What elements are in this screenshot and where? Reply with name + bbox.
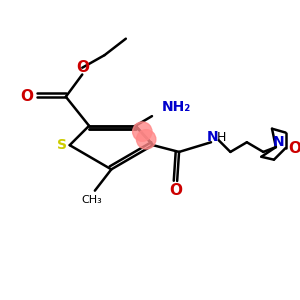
Text: O: O: [170, 183, 183, 198]
Text: O: O: [77, 60, 90, 75]
Text: N: N: [207, 130, 219, 144]
Circle shape: [133, 122, 152, 141]
Text: S: S: [57, 138, 67, 152]
Text: N: N: [273, 135, 285, 149]
Text: O: O: [289, 141, 300, 156]
Text: O: O: [21, 89, 34, 104]
Text: NH₂: NH₂: [162, 100, 191, 114]
Text: H: H: [217, 131, 226, 144]
Circle shape: [136, 130, 156, 149]
Text: CH₃: CH₃: [82, 195, 102, 205]
